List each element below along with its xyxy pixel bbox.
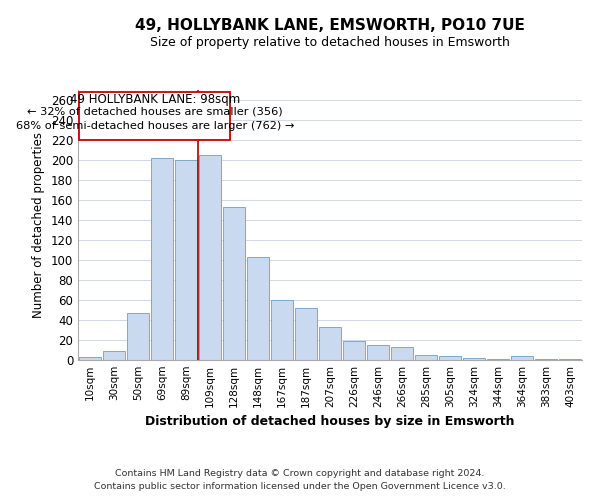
Bar xyxy=(79,357,101,360)
Bar xyxy=(271,300,293,360)
Bar xyxy=(415,355,437,360)
Bar xyxy=(223,207,245,360)
Bar xyxy=(487,359,509,360)
X-axis label: Distribution of detached houses by size in Emsworth: Distribution of detached houses by size … xyxy=(145,416,515,428)
Text: Contains HM Land Registry data © Crown copyright and database right 2024.: Contains HM Land Registry data © Crown c… xyxy=(115,468,485,477)
Bar xyxy=(151,158,173,360)
Bar xyxy=(535,359,557,360)
Bar xyxy=(175,160,197,360)
Bar xyxy=(463,358,485,360)
Bar xyxy=(391,347,413,360)
Bar xyxy=(511,356,533,360)
Bar xyxy=(247,257,269,360)
Text: Contains public sector information licensed under the Open Government Licence v3: Contains public sector information licen… xyxy=(94,482,506,491)
Bar xyxy=(367,345,389,360)
Bar xyxy=(439,356,461,360)
Bar xyxy=(127,313,149,360)
Bar xyxy=(559,359,581,360)
Y-axis label: Number of detached properties: Number of detached properties xyxy=(32,132,45,318)
Text: Size of property relative to detached houses in Emsworth: Size of property relative to detached ho… xyxy=(150,36,510,49)
Text: 49 HOLLYBANK LANE: 98sqm: 49 HOLLYBANK LANE: 98sqm xyxy=(70,92,240,106)
Text: 68% of semi-detached houses are larger (762) →: 68% of semi-detached houses are larger (… xyxy=(16,121,294,131)
Bar xyxy=(295,308,317,360)
Bar xyxy=(343,341,365,360)
Bar xyxy=(319,327,341,360)
FancyBboxPatch shape xyxy=(79,92,230,140)
Bar xyxy=(199,155,221,360)
Bar xyxy=(103,351,125,360)
Text: ← 32% of detached houses are smaller (356): ← 32% of detached houses are smaller (35… xyxy=(27,107,283,117)
Text: 49, HOLLYBANK LANE, EMSWORTH, PO10 7UE: 49, HOLLYBANK LANE, EMSWORTH, PO10 7UE xyxy=(135,18,525,32)
